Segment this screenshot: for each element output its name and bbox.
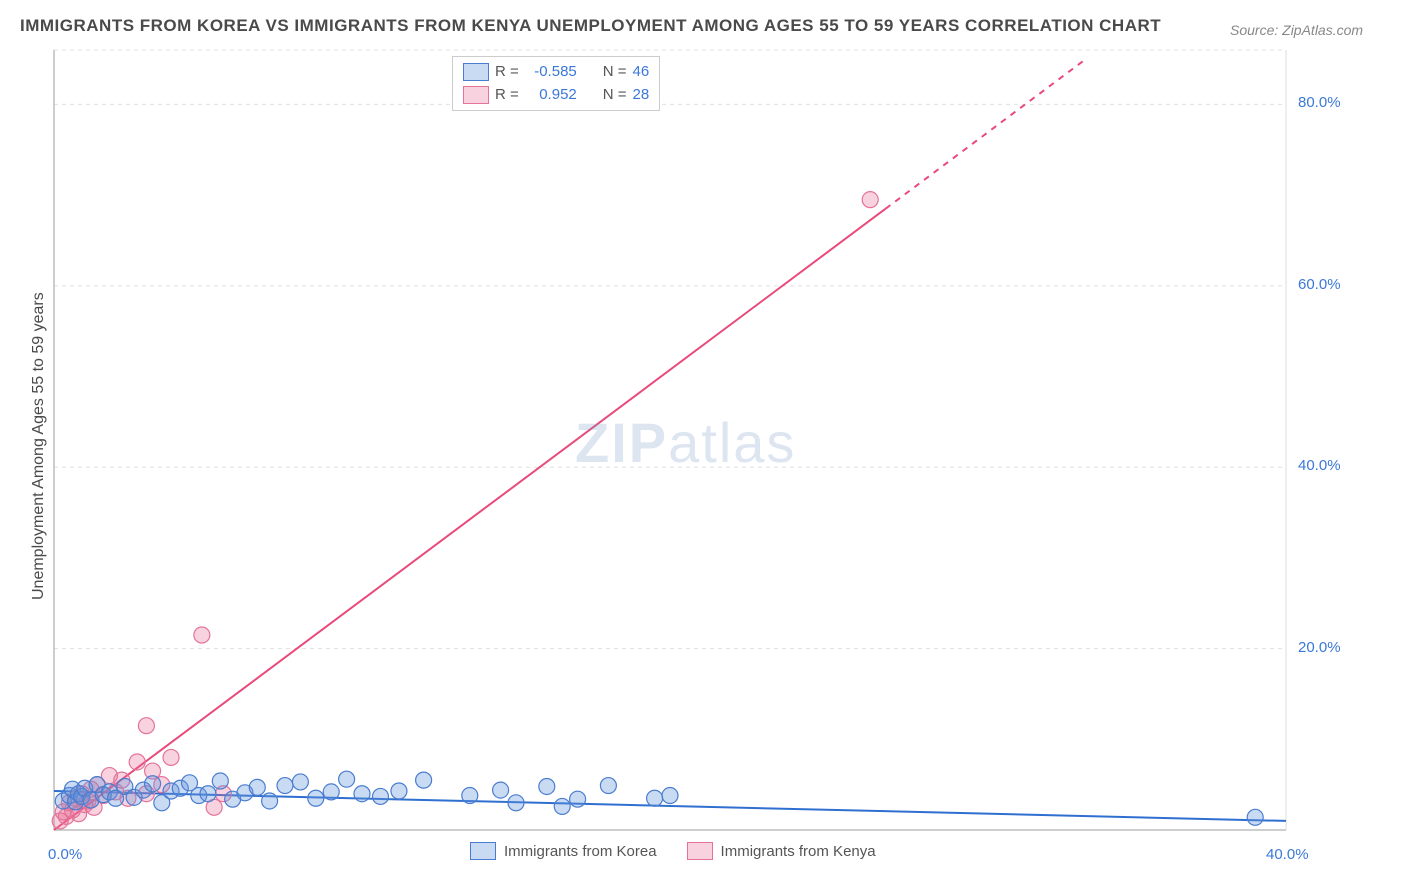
n-label: N = [603,84,627,107]
page-title: IMMIGRANTS FROM KOREA VS IMMIGRANTS FROM… [20,16,1161,36]
n-value-kenya: 28 [633,84,650,107]
y-tick-label: 20.0% [1298,639,1341,656]
r-label: R = [495,84,519,107]
x-tick-label: 40.0% [1266,846,1309,863]
r-value-korea: -0.585 [525,61,577,84]
n-value-korea: 46 [633,61,650,84]
r-label: R = [495,61,519,84]
stats-row-kenya: R = 0.952 N = 28 [463,84,649,107]
source-text: ZipAtlas.com [1282,22,1363,38]
legend-label-korea: Immigrants from Korea [504,843,657,860]
legend-label-kenya: Immigrants from Kenya [721,843,876,860]
swatch-korea [463,63,489,81]
correlation-stats-legend: R = -0.585 N = 46 R = 0.952 N = 28 [452,56,660,111]
y-tick-label: 60.0% [1298,276,1341,293]
legend-item-korea: Immigrants from Korea [470,842,657,860]
series-legend: Immigrants from Korea Immigrants from Ke… [470,842,876,860]
n-label: N = [603,61,627,84]
source-label: Source: ZipAtlas.com [1230,22,1363,38]
swatch-kenya [687,842,713,860]
y-tick-label: 80.0% [1298,94,1341,111]
swatch-kenya [463,86,489,104]
r-value-kenya: 0.952 [525,84,577,107]
stats-row-korea: R = -0.585 N = 46 [463,61,649,84]
source-prefix: Source: [1230,22,1282,38]
chart-svg [54,50,1286,830]
chart-plot-area [54,50,1286,830]
y-tick-label: 40.0% [1298,457,1341,474]
x-tick-label: 0.0% [48,846,82,863]
swatch-korea [470,842,496,860]
legend-item-kenya: Immigrants from Kenya [687,842,876,860]
y-axis-label: Unemployment Among Ages 55 to 59 years [30,292,48,600]
